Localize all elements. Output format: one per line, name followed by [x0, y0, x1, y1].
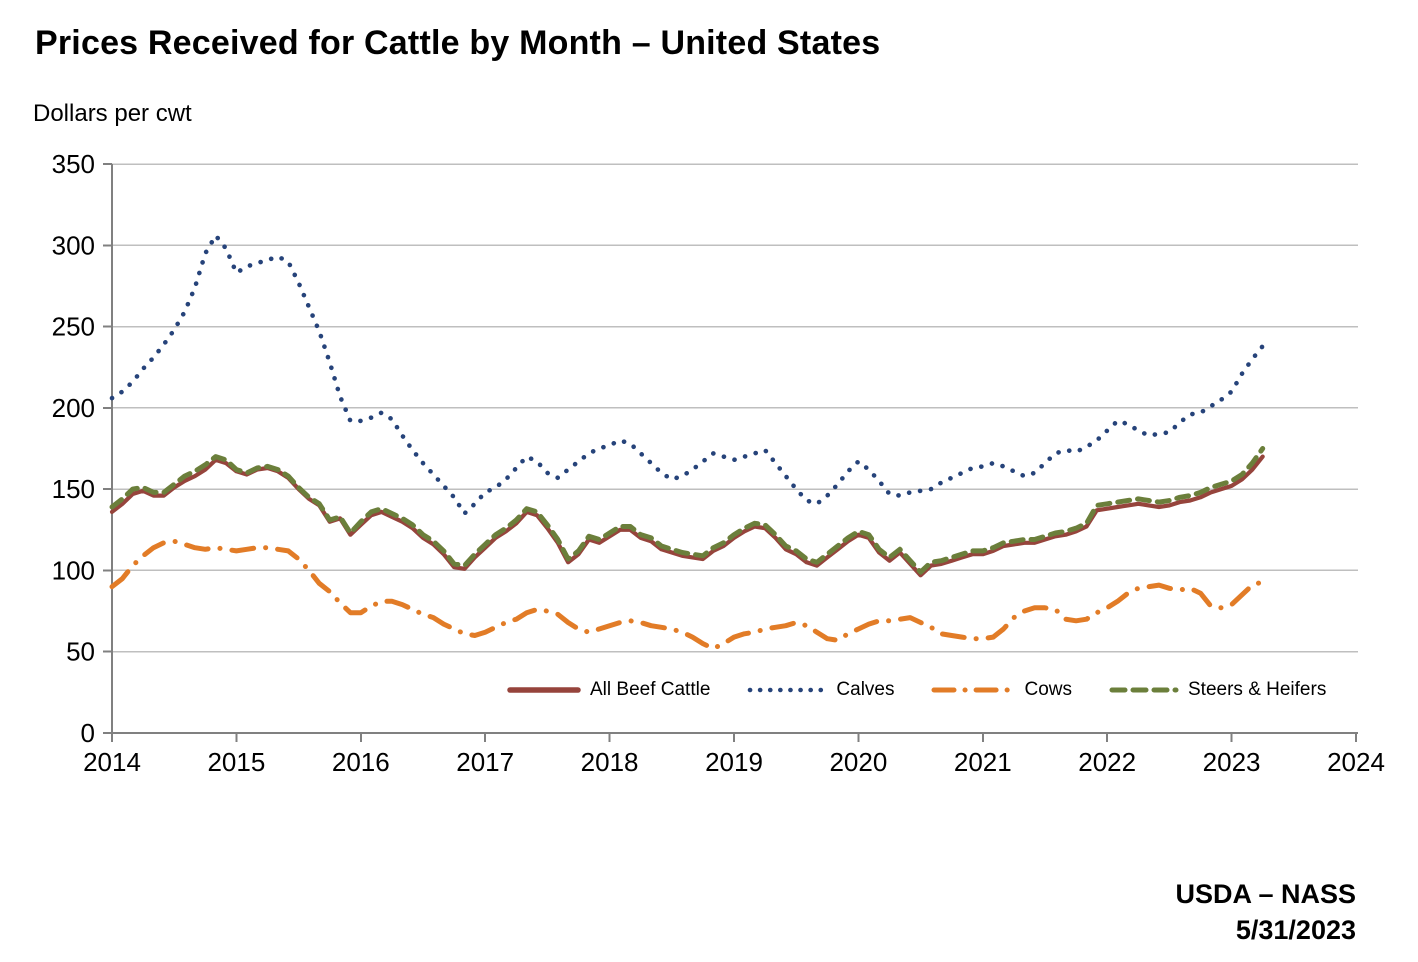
series-line-cows: [109, 538, 1266, 651]
cows-line-icon: [931, 687, 1015, 693]
series-line-calves: [109, 233, 1265, 516]
legend-label-all-beef-cattle: All Beef Cattle: [590, 679, 711, 700]
legend-item-all-beef-cattle: All Beef Cattle: [506, 679, 710, 701]
steers-heifers-line-icon: [1109, 687, 1179, 693]
axis-tick-label: 350: [52, 149, 95, 179]
attribution-source: USDA – NASS: [1175, 879, 1356, 909]
legend-item-cows: Cows: [930, 679, 1072, 701]
legend-label-cows: Cows: [1024, 679, 1072, 700]
legend-item-steers-heifers: Steers & Heifers: [1108, 679, 1326, 701]
axis-tick-label: 100: [52, 555, 95, 585]
axis-tick-label: 2015: [207, 747, 265, 777]
axis-tick-label: 2020: [829, 747, 887, 777]
axis-tick-label: 2024: [1327, 747, 1385, 777]
attribution-date: 5/31/2023: [1235, 915, 1356, 945]
axis-tick-label: 2017: [456, 747, 514, 777]
axis-tick-label: 300: [52, 230, 95, 260]
axis-tick-label: 150: [52, 474, 95, 504]
page-title: Prices Received for Cattle by Month – Un…: [35, 24, 881, 62]
chart-legend: All Beef Cattle Calves Cows Steers & Hei…: [506, 679, 1326, 701]
axis-tick-label: 2018: [581, 747, 639, 777]
axis-tick-label: 250: [52, 312, 95, 342]
all-beef-cattle-line-icon: [507, 687, 581, 693]
legend-item-calves: Calves: [746, 679, 894, 701]
axis-tick-label: 2023: [1203, 747, 1261, 777]
y-axis-unit-label: Dollars per cwt: [33, 100, 192, 127]
attribution: USDA – NASS 5/31/2023: [1175, 876, 1356, 948]
legend-label-steers-heifers: Steers & Heifers: [1188, 679, 1327, 700]
axis-tick-label: 2021: [954, 747, 1012, 777]
axis-tick-label: 2022: [1078, 747, 1136, 777]
series-line-steers-heifers: [109, 446, 1266, 575]
legend-label-calves: Calves: [836, 679, 895, 700]
axis-tick-label: 2019: [705, 747, 763, 777]
axis-tick-label: 2016: [332, 747, 390, 777]
axis-tick-label: 50: [66, 637, 95, 667]
axis-tick-label: 2014: [83, 747, 141, 777]
calves-line-icon: [748, 687, 827, 693]
axis-tick-label: 200: [52, 393, 95, 423]
axis-tick-label: 0: [81, 718, 95, 748]
